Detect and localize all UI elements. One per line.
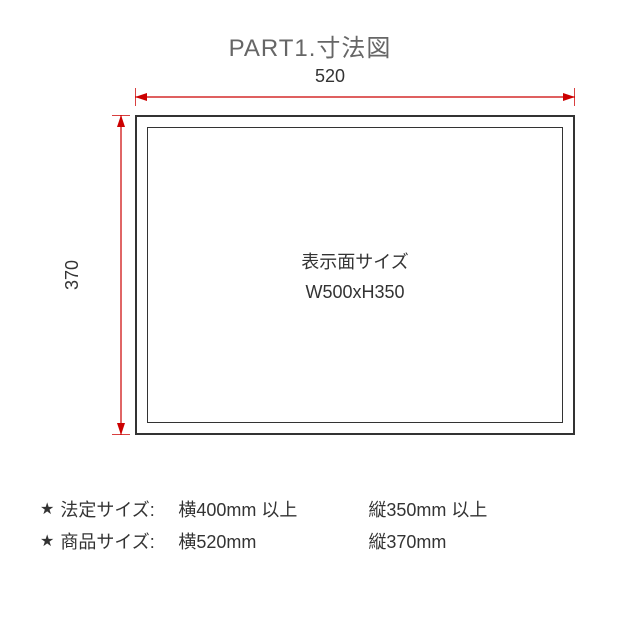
spec-row-legal: ★ 法定サイズ: 横400mm 以上 縦350mm 以上 bbox=[40, 496, 580, 522]
star-icon: ★ bbox=[40, 499, 54, 519]
spec-label: 商品サイズ: bbox=[60, 528, 178, 554]
height-dimension-line bbox=[112, 115, 130, 435]
spec-label: 法定サイズ: bbox=[60, 496, 178, 522]
page-title: PART1.寸法図 bbox=[0, 0, 620, 63]
star-icon: ★ bbox=[40, 531, 54, 551]
size-spec-footer: ★ 法定サイズ: 横400mm 以上 縦350mm 以上 ★ 商品サイズ: 横5… bbox=[40, 496, 580, 560]
display-size-value: W500xH350 bbox=[305, 282, 404, 303]
spec-row-product: ★ 商品サイズ: 横520mm 縦370mm bbox=[40, 528, 580, 554]
height-dimension-label: 370 bbox=[62, 115, 83, 435]
display-size-title: 表示面サイズ bbox=[301, 248, 408, 274]
display-size-label: 表示面サイズ W500xH350 bbox=[135, 115, 575, 435]
width-dimension-label: 520 bbox=[80, 66, 580, 87]
spec-width: 横400mm 以上 bbox=[178, 496, 368, 522]
spec-width: 横520mm bbox=[178, 528, 368, 554]
width-dimension-line bbox=[135, 88, 575, 106]
dimension-diagram: 520 370 表示面サイズ W500xH350 bbox=[80, 80, 580, 480]
spec-height: 縦350mm 以上 bbox=[368, 496, 487, 522]
spec-height: 縦370mm bbox=[368, 528, 446, 554]
